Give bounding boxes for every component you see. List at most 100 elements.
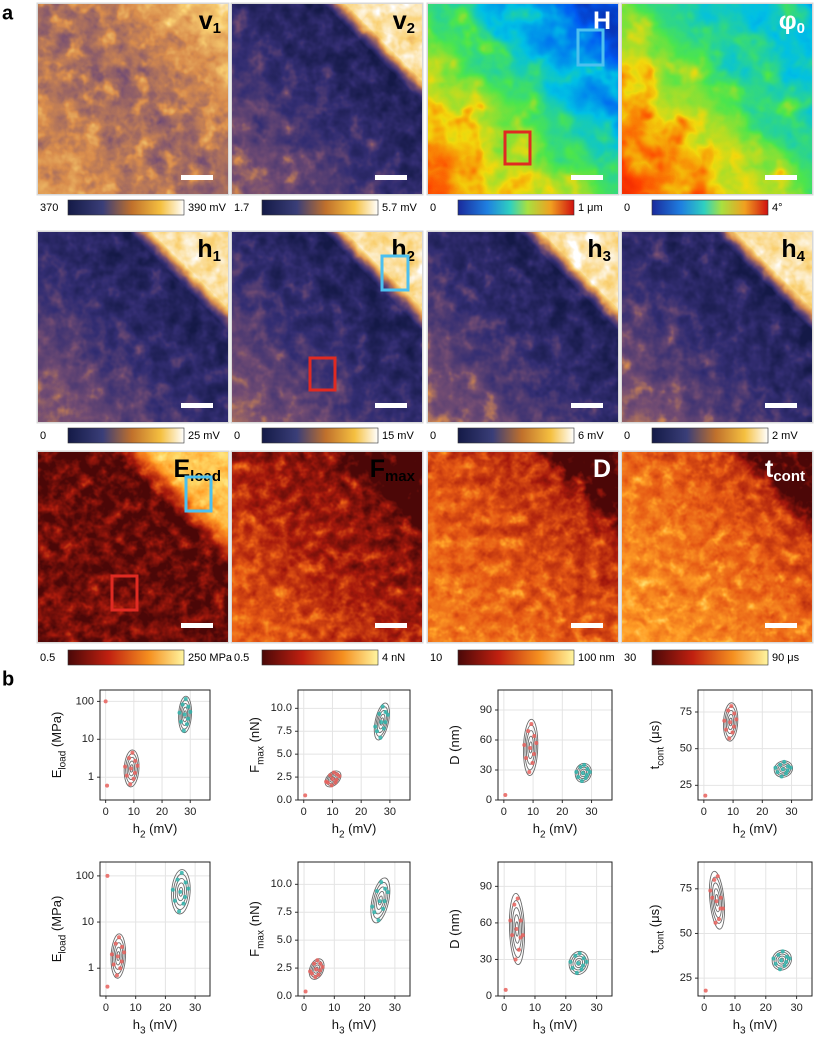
colorbar-max: 100 nm: [578, 652, 615, 664]
x-axis-label: h2 (mV): [533, 821, 578, 840]
point: [703, 988, 708, 993]
y-tick-label: 10.0: [271, 878, 292, 890]
y-tick-label: 0.0: [277, 990, 292, 1002]
label-sub: load: [57, 935, 68, 954]
map-label: v2: [393, 7, 415, 37]
density-contour: [710, 876, 724, 924]
label-rest: (mV): [746, 821, 778, 836]
point: [186, 716, 190, 721]
y-tick-label: 30: [480, 764, 492, 776]
x-tick-label: 20: [159, 1002, 171, 1014]
x-tick-label: 20: [156, 806, 168, 818]
point: [576, 775, 581, 779]
point: [716, 917, 721, 922]
x-axis-label: h3 (mV): [533, 1017, 578, 1036]
label-sub: 0: [797, 20, 805, 37]
y-tick-label: 10: [82, 916, 94, 928]
colorbar-min: 0: [40, 430, 46, 442]
plot-frame: [697, 861, 813, 997]
label-rest: (nN): [247, 717, 262, 746]
map-label: Fmax: [370, 455, 416, 485]
point: [119, 959, 124, 964]
x-tick-label: 30: [189, 1002, 201, 1014]
point: [576, 961, 581, 966]
y-axis-label: Fmax (nN): [247, 717, 266, 773]
plot-frame: [297, 689, 411, 801]
map-image: [428, 4, 618, 194]
point: [581, 956, 586, 961]
point: [105, 783, 110, 788]
label-base: h: [533, 821, 540, 836]
scatter-plot: 0 10 20 30 0.0 2.5 5.0 7.5 10.0 h3 (mV) Fmax (nN): [247, 861, 411, 1036]
point: [516, 947, 521, 952]
point: [118, 966, 123, 971]
density-contour: [727, 713, 734, 731]
label-sub: max: [255, 746, 266, 765]
point: [782, 963, 787, 968]
colorbar-max: 15 mV: [382, 430, 414, 442]
density-contour: [522, 718, 539, 776]
scale-bar: [181, 623, 213, 628]
label-sub: 2: [740, 829, 746, 840]
density-contour: [510, 900, 524, 958]
y-tick-label: 0: [486, 794, 492, 806]
point: [728, 720, 733, 725]
map-image: [38, 4, 228, 194]
point: [788, 765, 793, 770]
point: [380, 704, 385, 709]
y-tick-label: 10: [82, 733, 94, 745]
map-label: h4: [781, 235, 805, 265]
point: [303, 793, 308, 798]
point: [731, 724, 736, 729]
x-axis-label: h3 (mV): [733, 1017, 778, 1036]
colorbar-max: 25 mV: [188, 430, 220, 442]
point: [777, 967, 782, 972]
label-base: h: [133, 821, 140, 836]
point: [534, 741, 539, 745]
map-label: h3: [587, 235, 611, 265]
y-tick-label: 7.5: [277, 725, 292, 737]
label-sub: 1: [213, 20, 221, 37]
point: [382, 899, 387, 904]
point: [727, 736, 732, 741]
scale-bar: [181, 175, 213, 180]
point: [109, 952, 114, 957]
point: [175, 877, 180, 882]
point: [383, 720, 388, 725]
x-tick-label: 0: [501, 806, 507, 818]
plot-frame: [497, 689, 613, 801]
point: [718, 906, 723, 911]
label-base: h: [133, 1017, 140, 1032]
point: [123, 764, 128, 769]
map-image: [622, 452, 812, 642]
roi-box: [576, 28, 605, 67]
y-tick-label: 60: [480, 917, 492, 929]
label-rest: (mV): [546, 821, 578, 836]
point: [714, 899, 719, 904]
density-contour: [708, 870, 726, 930]
point: [331, 770, 336, 775]
point: [522, 743, 527, 747]
label-base: v: [393, 7, 407, 35]
point: [726, 708, 731, 713]
point: [314, 967, 319, 972]
label-base: t: [647, 949, 662, 953]
point: [385, 712, 390, 717]
label-base: t: [647, 765, 662, 769]
point: [381, 906, 386, 911]
map-image: [428, 232, 618, 422]
point: [308, 969, 313, 974]
x-axis-label: h3 (mV): [332, 1017, 377, 1036]
point: [515, 896, 520, 901]
point: [587, 770, 592, 774]
point: [318, 961, 323, 966]
colorbar-max: 6 mV: [578, 430, 604, 442]
scatter-plot: 0 10 20 30 1 10 100 h3 (mV) Eload (MPa): [49, 861, 211, 1036]
colorbar-max: 1 μm: [578, 202, 603, 214]
density-contour: [373, 702, 390, 741]
point: [585, 767, 590, 771]
point: [514, 927, 519, 931]
